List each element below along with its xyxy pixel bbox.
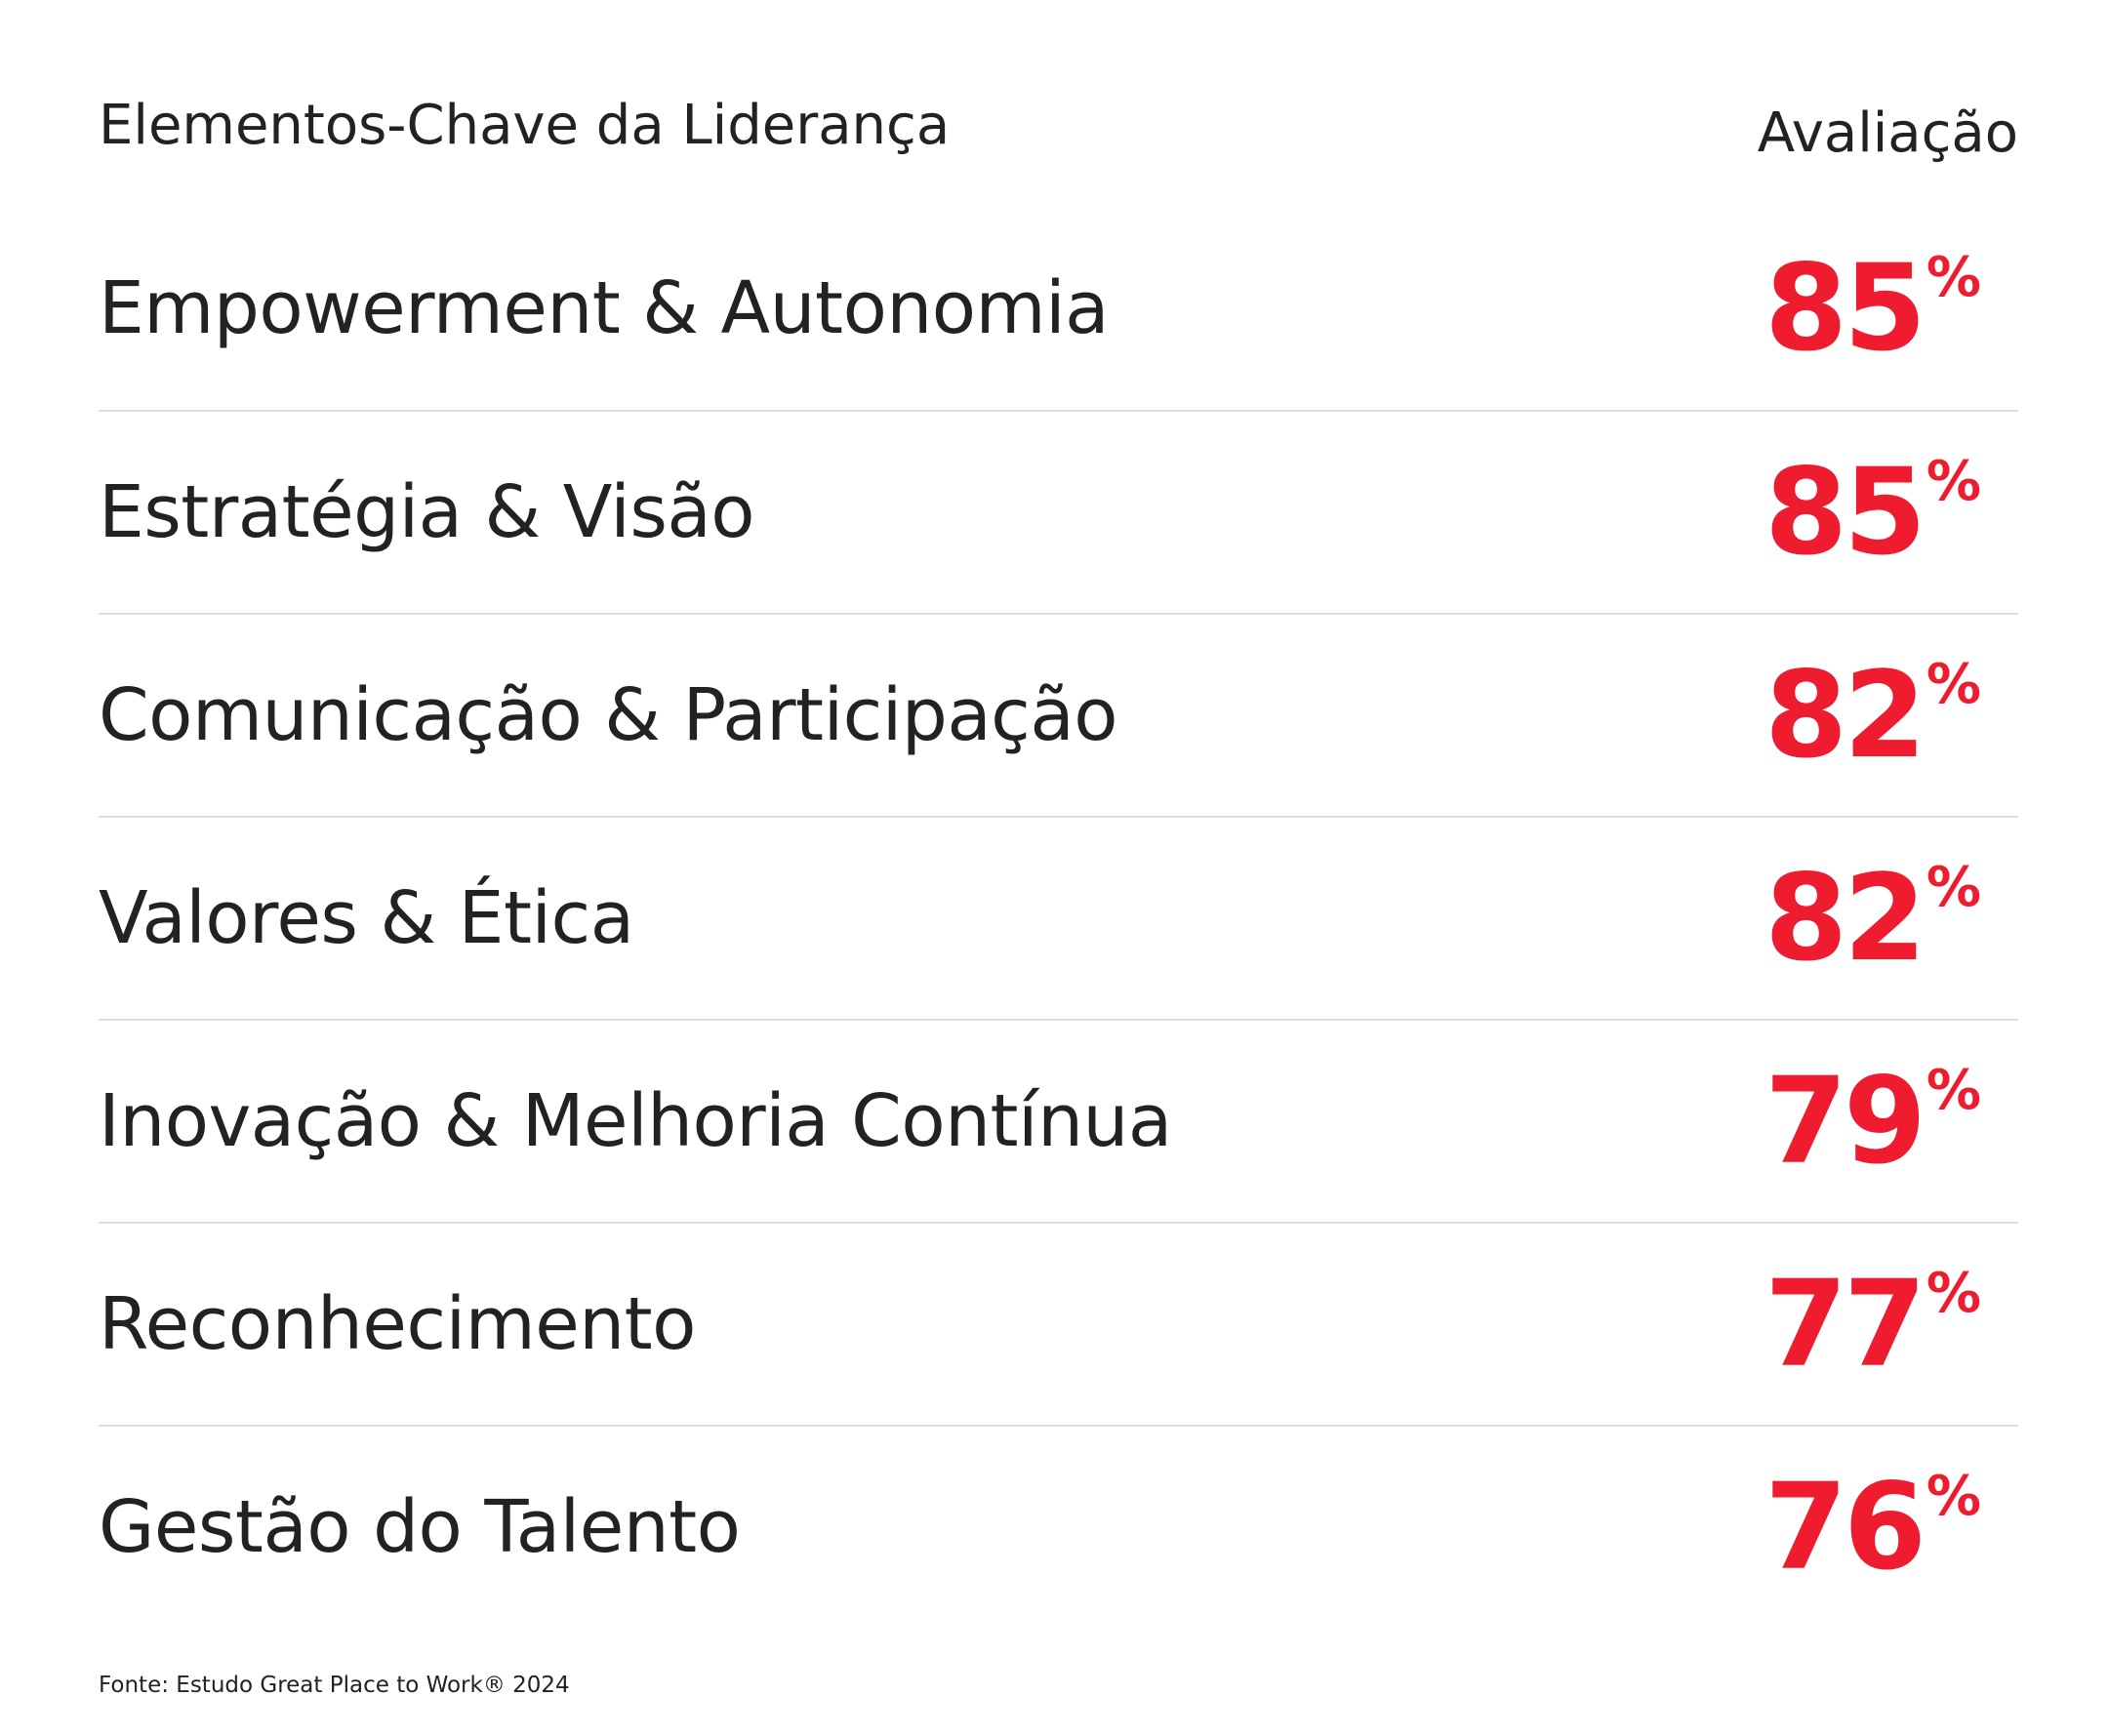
score: 85% bbox=[1764, 453, 1981, 572]
row-label: Comunicação & Participação bbox=[99, 673, 1118, 757]
score-unit: % bbox=[1926, 856, 1981, 919]
table-row: Valores & Ética 82% bbox=[99, 816, 2018, 1019]
table-row: Comunicação & Participação 82% bbox=[99, 613, 2018, 816]
score: 76% bbox=[1764, 1468, 1981, 1587]
score-value: 85 bbox=[1764, 239, 1926, 378]
score-unit: % bbox=[1926, 653, 1981, 716]
score: 82% bbox=[1764, 859, 1981, 978]
ratings-table: Elementos-Chave da Liderança Avaliação E… bbox=[99, 0, 2018, 1736]
score-value: 82 bbox=[1764, 646, 1926, 785]
table-row: Reconhecimento 77% bbox=[99, 1222, 2018, 1425]
column-title: Avaliação bbox=[1757, 101, 2018, 165]
row-label: Estratégia & Visão bbox=[99, 470, 755, 554]
score: 85% bbox=[1764, 249, 1981, 368]
score: 77% bbox=[1764, 1265, 1981, 1384]
score-unit: % bbox=[1926, 1262, 1981, 1325]
score: 79% bbox=[1764, 1062, 1981, 1181]
score-value: 82 bbox=[1764, 849, 1926, 988]
row-label: Valores & Ética bbox=[99, 876, 634, 960]
score-unit: % bbox=[1926, 246, 1981, 309]
score-unit: % bbox=[1926, 1465, 1981, 1528]
score-value: 76 bbox=[1764, 1458, 1926, 1596]
score-value: 79 bbox=[1764, 1052, 1926, 1191]
source-note: Fonte: Estudo Great Place to Work® 2024 bbox=[99, 1673, 570, 1698]
table-header: Elementos-Chave da Liderança Avaliação bbox=[99, 94, 2018, 172]
row-label: Empowerment & Autonomia bbox=[99, 266, 1110, 350]
score-unit: % bbox=[1926, 450, 1981, 513]
row-label: Reconhecimento bbox=[99, 1282, 696, 1366]
score-value: 77 bbox=[1764, 1255, 1926, 1393]
table-row: Inovação & Melhoria Contínua 79% bbox=[99, 1019, 2018, 1222]
score-value: 85 bbox=[1764, 443, 1926, 582]
row-label: Inovação & Melhoria Contínua bbox=[99, 1079, 1172, 1163]
table-row: Empowerment & Autonomia 85% bbox=[99, 207, 2018, 410]
row-label: Gestão do Talento bbox=[99, 1485, 741, 1569]
table-row: Estratégia & Visão 85% bbox=[99, 410, 2018, 613]
table-row: Gestão do Talento 76% bbox=[99, 1425, 2018, 1628]
score: 82% bbox=[1764, 656, 1981, 775]
rows: Empowerment & Autonomia 85% Estratégia & V… bbox=[99, 207, 2018, 1628]
score-unit: % bbox=[1926, 1059, 1981, 1122]
column-title: Elementos-Chave da Liderança bbox=[99, 94, 951, 157]
